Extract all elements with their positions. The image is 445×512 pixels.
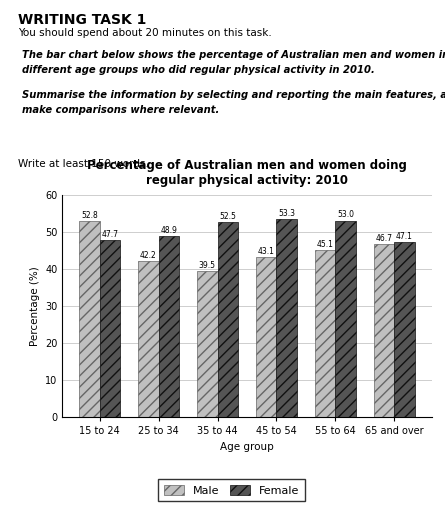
Text: 53.0: 53.0: [337, 210, 354, 220]
Bar: [100, 240, 120, 417]
Text: 46.7: 46.7: [376, 234, 392, 243]
Text: make comparisons where relevant.: make comparisons where relevant.: [22, 105, 219, 115]
Text: Write at least 150 words.: Write at least 150 words.: [18, 159, 149, 169]
Y-axis label: Percentage (%): Percentage (%): [29, 266, 40, 346]
Text: different age groups who did regular physical activity in 2010.: different age groups who did regular phy…: [22, 65, 375, 75]
Text: Summarise the information by selecting and reporting the main features, and: Summarise the information by selecting a…: [22, 90, 445, 100]
Text: 39.5: 39.5: [199, 261, 216, 269]
Text: Percentage of Australian men and women doing
regular physical activity: 2010: Percentage of Australian men and women d…: [87, 159, 407, 187]
Text: 45.1: 45.1: [316, 240, 333, 249]
Legend: Male, Female: Male, Female: [158, 479, 305, 501]
Text: 48.9: 48.9: [161, 226, 178, 234]
Text: 52.8: 52.8: [81, 211, 98, 220]
Bar: [218, 222, 238, 417]
Bar: [394, 243, 415, 417]
Text: 42.2: 42.2: [140, 250, 157, 260]
Bar: [138, 261, 158, 417]
Text: 47.7: 47.7: [101, 230, 118, 239]
Text: The bar chart below shows the percentage of Australian men and women in: The bar chart below shows the percentage…: [22, 50, 445, 60]
Bar: [158, 236, 179, 417]
Bar: [79, 221, 100, 417]
Bar: [374, 244, 394, 417]
Text: WRITING TASK 1: WRITING TASK 1: [18, 13, 146, 27]
Bar: [256, 258, 276, 417]
Text: You should spend about 20 minutes on this task.: You should spend about 20 minutes on thi…: [18, 28, 271, 38]
Text: 43.1: 43.1: [258, 247, 275, 256]
Text: 47.1: 47.1: [396, 232, 413, 241]
Bar: [197, 271, 218, 417]
Text: 53.3: 53.3: [278, 209, 295, 218]
Text: 52.5: 52.5: [219, 212, 236, 221]
Bar: [315, 250, 336, 417]
Bar: [276, 220, 297, 417]
X-axis label: Age group: Age group: [220, 442, 274, 452]
Bar: [336, 221, 356, 417]
